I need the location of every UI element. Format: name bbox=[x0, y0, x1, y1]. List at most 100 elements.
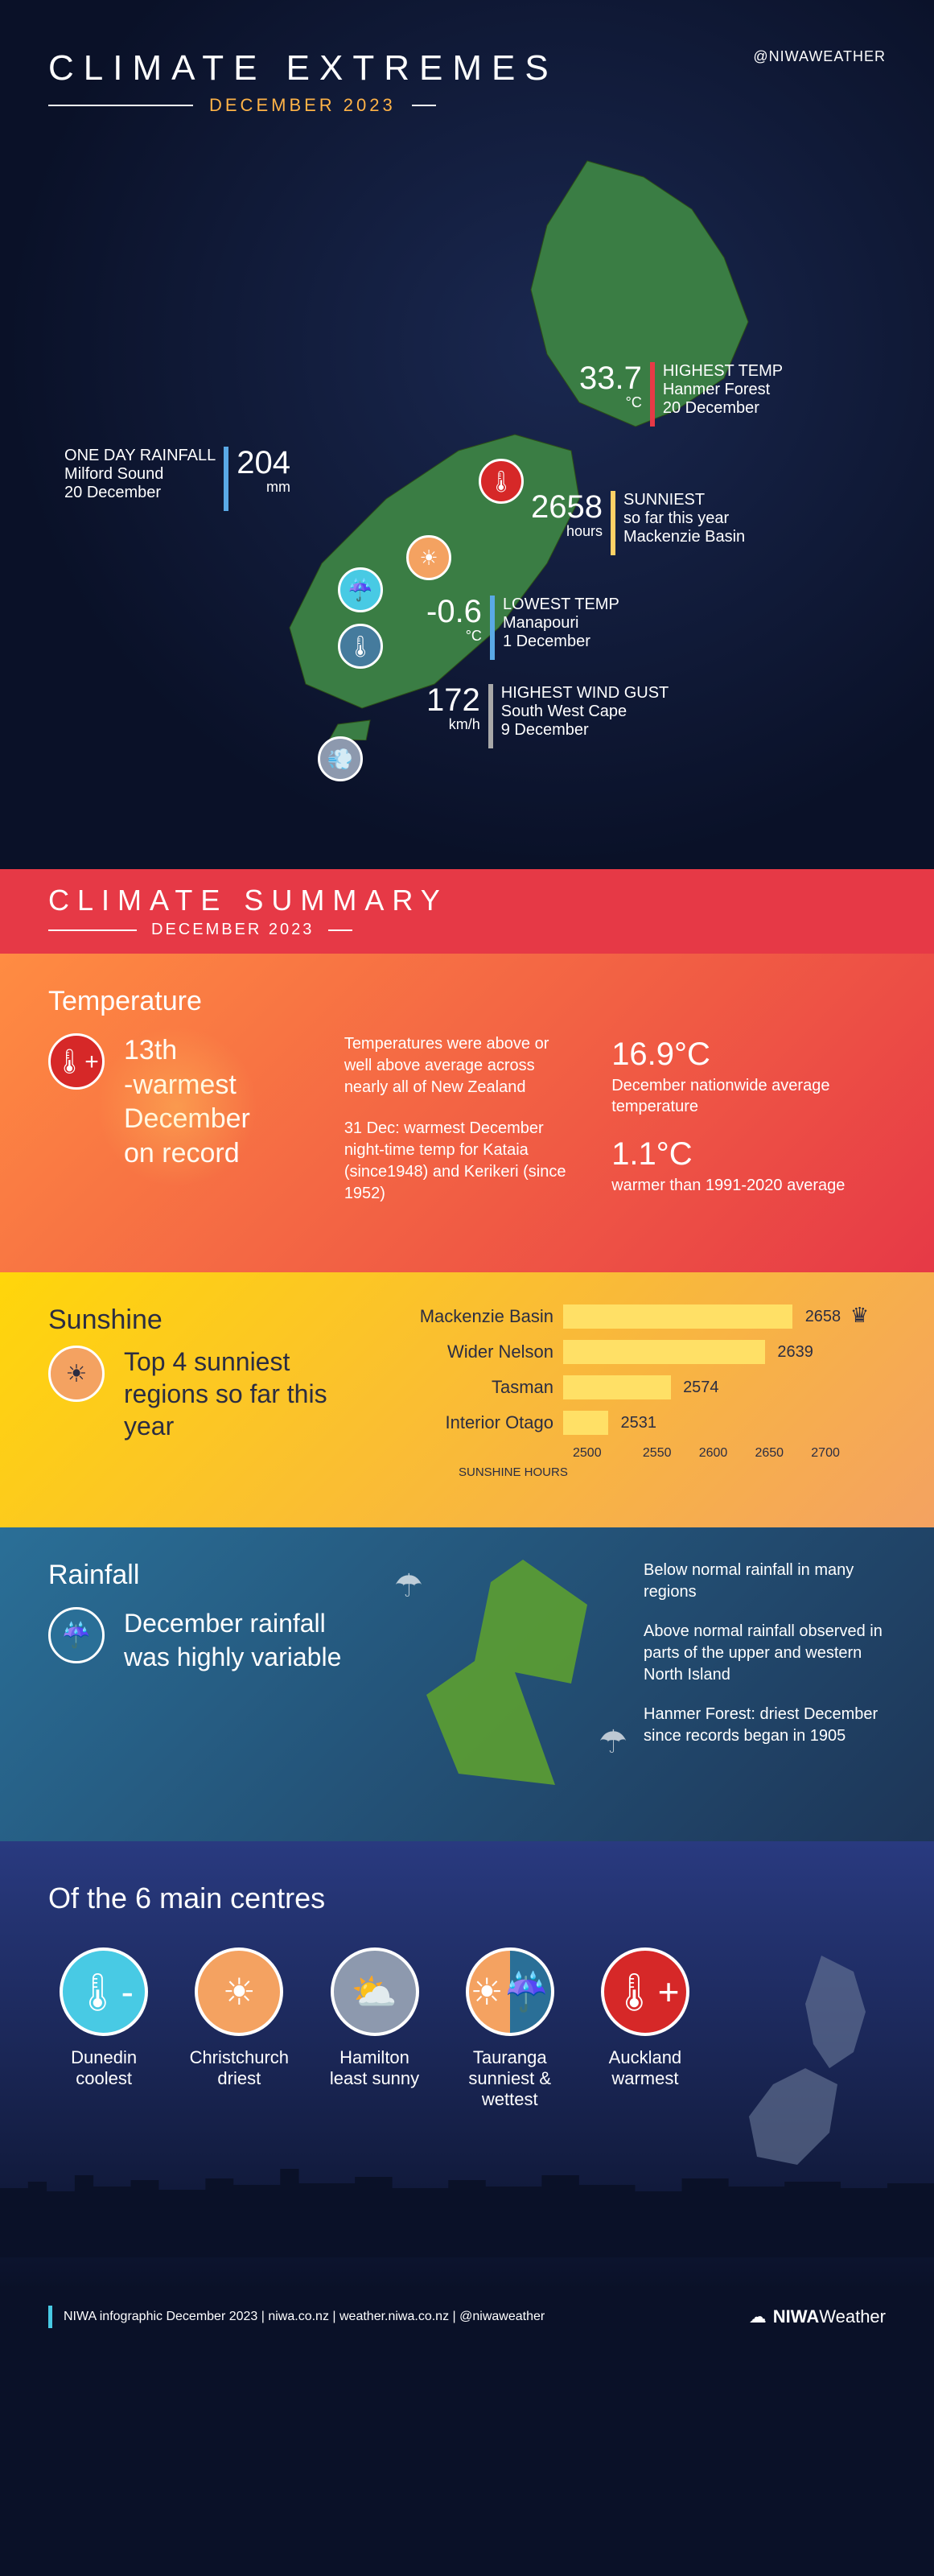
callout-date: 1 December bbox=[503, 633, 619, 651]
callout-bar bbox=[488, 684, 493, 748]
callout-lowest-temp: -0.6 °C LOWEST TEMP Manapouri 1 December bbox=[426, 596, 619, 660]
centre-name: Auckland bbox=[590, 2047, 701, 2068]
skyline-decoration bbox=[0, 2201, 934, 2257]
centre-item: 🌡+ Aucklandwarmest bbox=[590, 1947, 701, 2089]
sunshine-bar-row: Tasman 2574 bbox=[402, 1375, 854, 1399]
centre-item: ☀☔ Taurangasunniest & wettest bbox=[455, 1947, 566, 2110]
centre-icon-sun-rain: ☀☔ bbox=[466, 1947, 554, 2036]
sunshine-bar-row: Wider Nelson2639 bbox=[402, 1340, 854, 1364]
callout-place: so far this year bbox=[623, 509, 745, 528]
callout-title: LOWEST TEMP bbox=[503, 596, 619, 614]
centre-icon-cracked: ☀ bbox=[195, 1947, 283, 2036]
sunshine-bar-label: Tasman bbox=[402, 1377, 563, 1398]
sunshine-bar-fill: 2531 bbox=[563, 1411, 608, 1435]
rainfall-p3: Hanmer Forest: driest December since rec… bbox=[644, 1704, 886, 1747]
rainfall-p2: Above normal rainfall observed in parts … bbox=[644, 1621, 886, 1686]
rainfall-panel: Rainfall ☔ December rainfall was highly … bbox=[0, 1527, 934, 1841]
cloud-icon: ☁ bbox=[749, 2306, 767, 2327]
callout-unit: mm bbox=[237, 479, 290, 496]
callout-value: -0.6 bbox=[426, 594, 482, 629]
sunshine-bar-value: 2574 bbox=[683, 1379, 719, 1397]
rain-icon: ☔ bbox=[48, 1607, 105, 1663]
centre-name: Christchurch bbox=[183, 2047, 294, 2068]
sunshine-bar-fill: 2639 bbox=[563, 1340, 765, 1364]
callout-date: 20 December bbox=[64, 484, 216, 502]
callout-unit: °C bbox=[426, 628, 482, 645]
infographic: CLIMATE EXTREMES DECEMBER 2023 @NIWAWEAT… bbox=[0, 0, 934, 2344]
callout-date: 20 December bbox=[663, 399, 783, 418]
crown-icon: ♛ bbox=[850, 1303, 869, 1328]
centre-name: Tauranga bbox=[455, 2047, 566, 2068]
centre-item: ☀ Christchurchdriest bbox=[183, 1947, 294, 2089]
callout-title: ONE DAY RAINFALL bbox=[64, 447, 216, 465]
sunshine-axis-label: SUNSHINE HOURS bbox=[459, 1465, 854, 1479]
delta-label: warmer than 1991-2020 average bbox=[611, 1177, 845, 1194]
avg-temp-label: December nationwide average temperature bbox=[611, 1077, 829, 1115]
centres-panel: Of the 6 main centres 🌡- Dunedincoolest ☀ C… bbox=[0, 1841, 934, 2290]
sunshine-headline: Top 4 sunniest regions so far this year bbox=[124, 1346, 370, 1442]
temperature-headline: 13th -warmest December on record bbox=[124, 1033, 250, 1170]
axis-tick: 2700 bbox=[797, 1446, 854, 1461]
callout-bar bbox=[650, 362, 655, 427]
callout-unit: °C bbox=[579, 394, 642, 411]
map-icon-thermometer-cold: 🌡 bbox=[338, 624, 383, 669]
callout-sunniest: 2658 hours SUNNIEST so far this year Mac… bbox=[531, 491, 745, 555]
callout-wind: 172 km/h HIGHEST WIND GUST South West Ca… bbox=[426, 684, 669, 748]
axis-tick: 2550 bbox=[629, 1446, 685, 1461]
handle: @NIWAWEATHER bbox=[753, 48, 886, 65]
rule-right bbox=[328, 929, 352, 931]
axis-tick: 2500 bbox=[573, 1446, 629, 1461]
centre-name: Dunedin bbox=[48, 2047, 159, 2068]
temperature-heading: Temperature bbox=[48, 986, 886, 1017]
callout-title: HIGHEST WIND GUST bbox=[501, 684, 669, 703]
callout-rainfall: 204 mm ONE DAY RAINFALL Milford Sound 20… bbox=[64, 447, 290, 511]
centre-desc: coolest bbox=[48, 2068, 159, 2089]
callout-highest-temp: 33.7 °C HIGHEST TEMP Hanmer Forest 20 De… bbox=[579, 362, 783, 427]
centre-desc: sunniest & wettest bbox=[455, 2068, 566, 2110]
sunshine-bar-label: Mackenzie Basin bbox=[402, 1306, 563, 1327]
footer-brand: ☁ NIWAWeather bbox=[749, 2306, 886, 2327]
callout-bar bbox=[490, 596, 495, 660]
brand-light: Weather bbox=[819, 2306, 886, 2327]
header-section: CLIMATE EXTREMES DECEMBER 2023 @NIWAWEAT… bbox=[0, 0, 934, 869]
summary-subtitle: DECEMBER 2023 bbox=[151, 921, 314, 939]
axis-tick: 2600 bbox=[685, 1446, 742, 1461]
map-icon-rain: ☔ bbox=[338, 567, 383, 612]
brand-strong: NIWA bbox=[773, 2306, 819, 2327]
sunshine-bar-row: Interior Otago2531 bbox=[402, 1411, 854, 1435]
callout-value: 204 bbox=[237, 445, 290, 480]
map-icon-thermometer-hot: 🌡 bbox=[479, 459, 524, 504]
rule-left bbox=[48, 105, 193, 106]
centre-desc: driest bbox=[183, 2068, 294, 2089]
sunshine-bar-chart: Mackenzie Basin♛2658Wider Nelson2639Tasm… bbox=[402, 1304, 886, 1479]
centre-desc: warmest bbox=[590, 2068, 701, 2089]
rainfall-heading: Rainfall bbox=[48, 1560, 370, 1591]
sunshine-bar-value: 2658 bbox=[805, 1308, 841, 1326]
callout-value: 172 bbox=[426, 682, 480, 718]
temperature-para2: 31 Dec: warmest December night-time temp… bbox=[344, 1118, 579, 1205]
centre-icon-thermo-minus: 🌡- bbox=[60, 1947, 148, 2036]
subtitle-row: DECEMBER 2023 bbox=[48, 95, 886, 116]
temperature-para1: Temperatures were above or well above av… bbox=[344, 1033, 579, 1098]
sunshine-bar-label: Wider Nelson bbox=[402, 1342, 563, 1362]
callout-value: 33.7 bbox=[579, 361, 642, 396]
sunshine-bar-value: 2531 bbox=[620, 1414, 656, 1432]
summary-title: CLIMATE SUMMARY bbox=[48, 884, 886, 917]
callout-bar bbox=[224, 447, 228, 511]
callout-date: Mackenzie Basin bbox=[623, 528, 745, 546]
map-icon-wind: 💨 bbox=[318, 736, 363, 781]
sunshine-panel: Sunshine ☀ Top 4 sunniest regions so far… bbox=[0, 1272, 934, 1527]
centres-title: Of the 6 main centres bbox=[48, 1882, 886, 1915]
sunshine-bar-label: Interior Otago bbox=[402, 1412, 563, 1433]
thermometer-plus-icon: 🌡+ bbox=[48, 1033, 105, 1090]
callout-title: HIGHEST TEMP bbox=[663, 362, 783, 381]
sunshine-bar-fill: ♛2658 bbox=[563, 1304, 792, 1329]
callout-place: South West Cape bbox=[501, 703, 669, 721]
centre-desc: least sunny bbox=[319, 2068, 430, 2089]
centre-icon-thermo-plus: 🌡+ bbox=[601, 1947, 689, 2036]
subtitle: DECEMBER 2023 bbox=[209, 95, 396, 116]
callout-unit: km/h bbox=[426, 716, 480, 733]
rainfall-map: ☂ ☂ bbox=[402, 1560, 611, 1785]
callout-bar bbox=[611, 491, 615, 555]
centres-row: 🌡-Dunedincoolest☀Christchurchdriest⛅Hami… bbox=[48, 1947, 886, 2177]
